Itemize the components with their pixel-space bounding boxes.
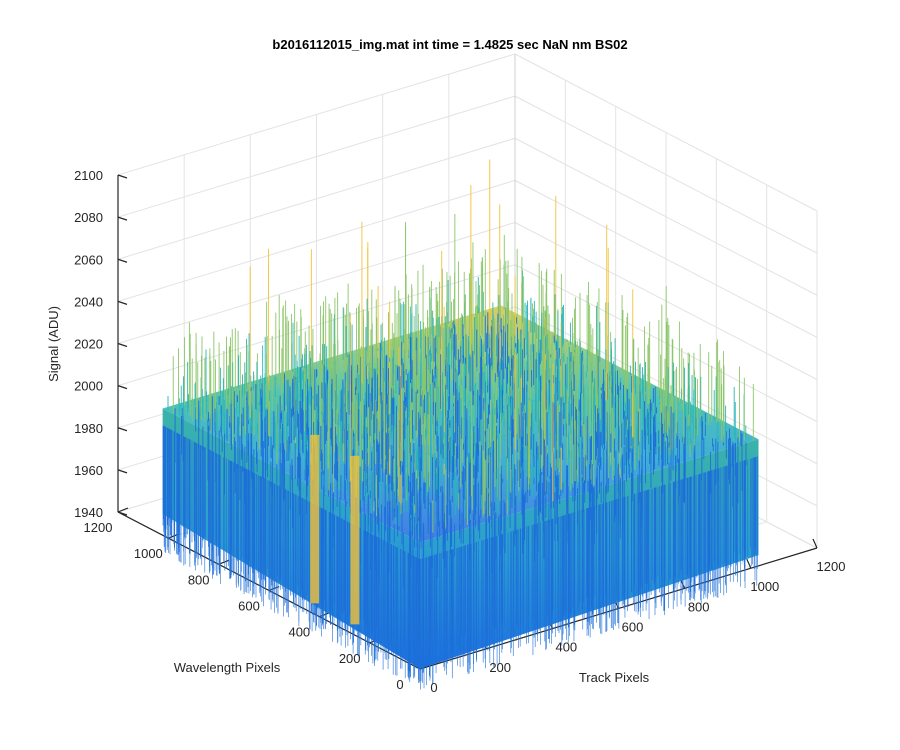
x-tick-mark — [812, 538, 818, 549]
x-axis-label: Track Pixels — [579, 670, 650, 685]
z-tick-label: 2080 — [74, 210, 103, 225]
chart-title: b2016112015_img.mat int time = 1.4825 se… — [272, 37, 627, 52]
z-tick-mark — [117, 427, 128, 432]
x-tick-label: 800 — [688, 599, 710, 614]
x-tick-label: 0 — [430, 680, 437, 695]
y-axis-label: Wavelength Pixels — [174, 660, 281, 675]
z-tick-label: 2060 — [74, 252, 103, 267]
grid-line — [117, 53, 516, 176]
x-tick-mark — [746, 558, 752, 569]
y-tick-mark — [268, 585, 280, 592]
y-tick-label: 400 — [288, 625, 310, 640]
z-axis-label: Signal (ADU) — [46, 306, 61, 382]
z-tick-label: 2000 — [74, 379, 103, 394]
grid-line — [514, 53, 818, 212]
grid-line — [514, 179, 818, 338]
z-tick-label: 1980 — [74, 421, 103, 436]
tick-labels: 0 200 400 600 800 1000 1200 0 200 400 600 800 1000 12… — [74, 168, 845, 695]
grid-line — [117, 95, 516, 218]
y-tick-mark — [117, 507, 129, 513]
z-tick-mark — [117, 300, 128, 305]
y-tick-label: 1200 — [84, 520, 113, 535]
x-tick-label: 600 — [622, 620, 644, 635]
y-tick-label: 0 — [396, 677, 403, 692]
x-tick-label: 1000 — [750, 579, 779, 594]
grid-line — [514, 137, 818, 296]
z-tick-label: 2040 — [74, 294, 103, 309]
y-tick-label: 200 — [339, 651, 361, 666]
z-tick-mark — [117, 342, 128, 348]
y-tick-label: 600 — [238, 599, 260, 614]
z-tick-label: 1960 — [74, 463, 103, 478]
z-tick-label: 1940 — [74, 505, 103, 520]
grid-line — [117, 222, 516, 344]
grid-line — [514, 95, 818, 254]
z-tick-mark — [117, 469, 128, 474]
z-tick-mark — [117, 216, 128, 221]
y-tick-label: 800 — [188, 572, 210, 587]
x-tick-label: 400 — [555, 640, 577, 655]
z-tick-mark — [117, 174, 128, 179]
x-tick-label: 1200 — [817, 559, 846, 574]
z-tick-label: 2100 — [74, 168, 103, 183]
grid-line — [117, 179, 516, 302]
grid-line — [117, 137, 516, 260]
z-tick-mark — [117, 258, 128, 263]
surface-plot — [162, 159, 759, 690]
z-tick-mark — [117, 511, 128, 516]
z-tick-mark — [117, 385, 128, 390]
y-tick-label: 1000 — [134, 546, 163, 561]
z-tick-label: 2020 — [74, 337, 103, 352]
y-tick-mark — [319, 612, 330, 618]
x-tick-label: 200 — [489, 660, 511, 675]
